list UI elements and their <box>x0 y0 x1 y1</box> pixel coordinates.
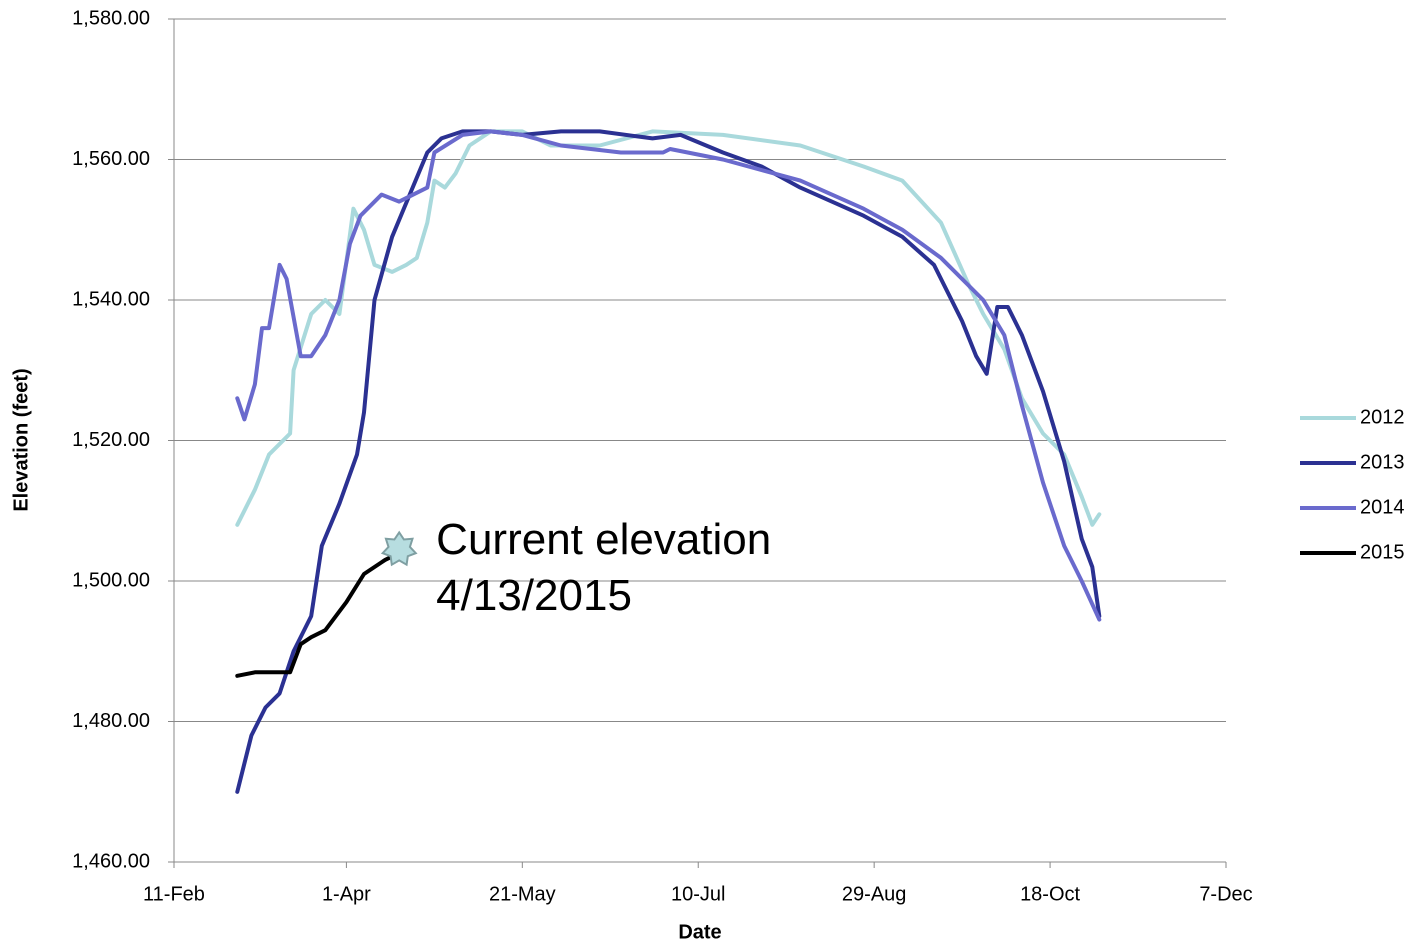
y-tick-label: 1,540.00 <box>72 288 150 310</box>
x-tick-label: 18-Oct <box>1020 883 1080 905</box>
legend-label: 2014 <box>1360 496 1405 518</box>
series-line <box>235 129 1102 527</box>
x-tick-label: 11-Feb <box>143 883 205 905</box>
y-tick-label: 1,580.00 <box>72 7 150 29</box>
y-tick-label: 1,520.00 <box>72 429 150 451</box>
y-tick-label: 1,560.00 <box>72 148 150 170</box>
y-tick-label: 1,460.00 <box>72 850 150 872</box>
series-line <box>235 129 1102 794</box>
annotation-text: Current elevation <box>436 515 771 564</box>
series-line <box>235 550 402 678</box>
y-tick-label: 1,480.00 <box>72 710 150 732</box>
y-axis-label: Elevation (feet) <box>10 368 32 511</box>
x-tick-label: 10-Jul <box>671 883 725 905</box>
x-tick-label: 7-Dec <box>1199 883 1252 905</box>
legend-label: 2012 <box>1360 406 1405 428</box>
annotation-marker <box>380 530 418 567</box>
x-axis-label: Date <box>678 921 721 943</box>
x-tick-label: 29-Aug <box>842 883 907 905</box>
x-tick-label: 1-Apr <box>322 883 371 905</box>
series-line <box>235 129 1102 622</box>
y-tick-label: 1,500.00 <box>72 569 150 591</box>
x-tick-label: 21-May <box>489 883 556 905</box>
annotation-text: 4/13/2015 <box>436 571 632 620</box>
legend-label: 2013 <box>1360 451 1405 473</box>
legend-label: 2015 <box>1360 541 1405 563</box>
